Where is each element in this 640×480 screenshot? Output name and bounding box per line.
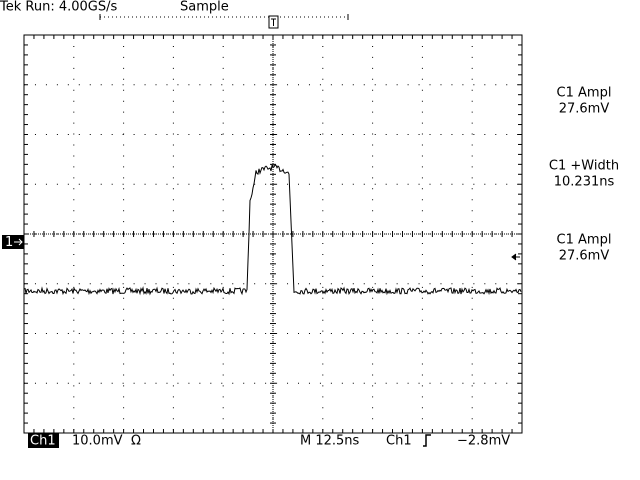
channel-badge: [28, 433, 59, 448]
measurement-label: C1 Ampl: [557, 233, 612, 248]
measurement-value: 27.6mV: [559, 249, 610, 264]
status-text: Tek Run: 4.00GS/s: [0, 0, 117, 15]
trigger-slope-icon: [423, 434, 431, 447]
measurement-value: 27.6mV: [559, 102, 610, 117]
footer-trigger-source: Ch1: [386, 434, 412, 449]
channel-marker: 1: [2, 235, 24, 250]
trigger-position-bar: [99, 14, 349, 29]
measurement-label: C1 Ampl: [557, 86, 612, 101]
footer-scale: 10.0mV: [72, 434, 123, 449]
footer-channel: Ch1: [30, 434, 56, 449]
graticule-border: [23, 34, 523, 434]
acquisition-mode: Sample: [180, 0, 229, 15]
measurement-value: 10.231ns: [554, 175, 615, 190]
channel-marker-label: 1: [5, 235, 13, 250]
trigger-level-marker: [511, 253, 520, 261]
measurement-label: C1 +Width: [549, 159, 619, 174]
footer-timebase: M 12.5ns: [300, 434, 360, 449]
graticule: [23, 34, 523, 434]
waveform-trace: [24, 163, 522, 296]
footer-trigger-level: −2.8mV: [457, 434, 510, 449]
footer-coupling: Ω: [131, 434, 141, 449]
